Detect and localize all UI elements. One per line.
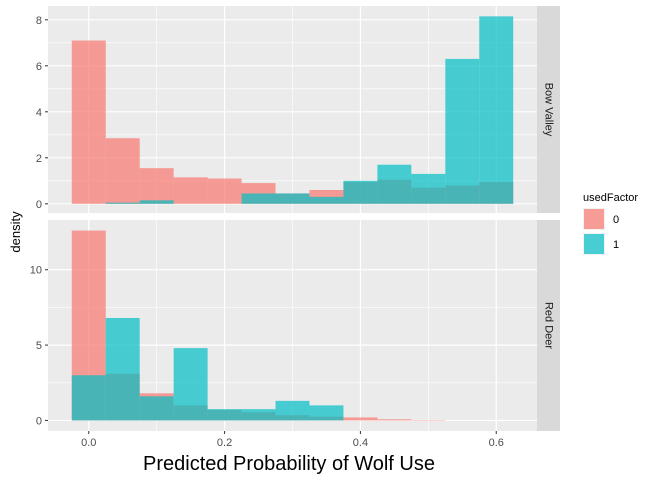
y-tick-label: 0 xyxy=(36,199,42,211)
legend-label-0: 0 xyxy=(613,214,619,226)
histogram-bar-1 xyxy=(309,405,344,421)
histogram-bar-1 xyxy=(445,58,480,204)
legend-title: usedFactor xyxy=(583,192,638,204)
y-tick-label: 4 xyxy=(36,107,42,119)
y-tick-label: 8 xyxy=(36,15,42,27)
x-tick-label: 0.4 xyxy=(353,437,368,449)
histogram-bar-1 xyxy=(241,193,276,204)
histogram-bar-0 xyxy=(173,177,208,204)
histogram-bar-1 xyxy=(275,400,310,421)
legend-swatch-1 xyxy=(584,234,604,254)
histogram-bar-0 xyxy=(105,138,140,204)
histogram-bar-1 xyxy=(241,409,276,421)
panels-layer xyxy=(48,6,537,431)
histogram-bar-1 xyxy=(105,202,140,204)
facet-strip-label: Bow Valley xyxy=(543,83,555,137)
histogram-bar-1 xyxy=(411,173,446,204)
histogram-bar-0 xyxy=(71,40,106,204)
histogram-bar-1 xyxy=(343,180,378,204)
y-tick-label: 6 xyxy=(36,61,42,73)
facet-strip-label: Red Deer xyxy=(543,302,555,349)
histogram-bar-0 xyxy=(377,419,412,421)
legend-swatch-0 xyxy=(584,209,604,229)
axes-layer: 0 2 4 6 8 0 5 10 0.0 0.2 0.4 0.6 xyxy=(30,15,504,449)
facet-strips: Bow Valley Red Deer xyxy=(537,6,560,431)
x-axis-title: Predicted Probability of Wolf Use xyxy=(143,453,435,475)
histogram-bar-0 xyxy=(343,417,378,421)
x-tick-label: 0.0 xyxy=(81,437,96,449)
histogram-bar-1 xyxy=(173,348,208,421)
histogram-bar-1 xyxy=(207,409,242,421)
panel-0 xyxy=(48,6,537,213)
y-tick-label: 10 xyxy=(30,265,42,277)
y-axis-title: density xyxy=(8,211,23,253)
histogram-bar-0 xyxy=(207,178,242,204)
histogram-bar-1 xyxy=(139,200,174,204)
histogram-bar-0 xyxy=(139,168,174,204)
y-tick-label: 5 xyxy=(36,340,42,352)
histogram-bar-1 xyxy=(105,317,140,421)
histogram-bar-1 xyxy=(275,193,310,204)
y-tick-label: 2 xyxy=(36,153,42,165)
histogram-bar-1 xyxy=(71,375,106,421)
panel-1 xyxy=(48,220,537,431)
y-tick-label: 0 xyxy=(36,415,42,427)
x-tick-label: 0.2 xyxy=(217,437,232,449)
legend: usedFactor 0 1 xyxy=(583,192,638,255)
histogram-bar-1 xyxy=(479,16,514,204)
histogram-bar-1 xyxy=(377,164,412,204)
histogram-bar-1 xyxy=(309,196,344,204)
x-tick-label: 0.6 xyxy=(489,437,504,449)
legend-label-1: 1 xyxy=(613,239,619,251)
facet-strip xyxy=(537,220,560,431)
histogram-bar-1 xyxy=(139,396,174,421)
facet-strip xyxy=(537,6,560,213)
